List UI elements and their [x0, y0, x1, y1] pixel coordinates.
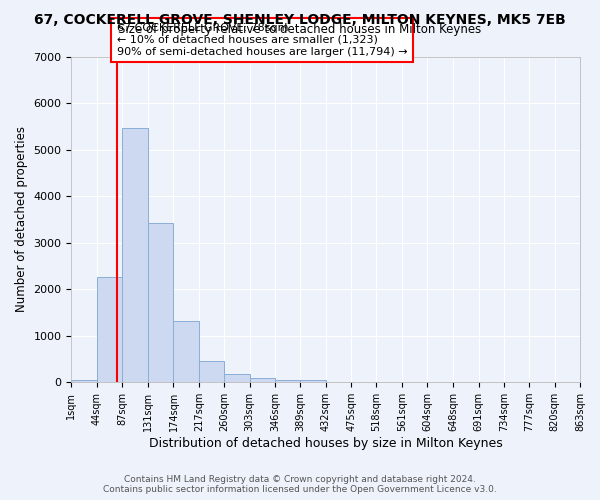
Bar — [275, 380, 301, 382]
Bar — [224, 374, 250, 382]
Bar — [97, 276, 122, 382]
Y-axis label: Number of detached properties: Number of detached properties — [15, 126, 28, 312]
X-axis label: Distribution of detached houses by size in Milton Keynes: Distribution of detached houses by size … — [149, 437, 503, 450]
Bar — [71, 380, 97, 382]
Bar — [250, 378, 275, 382]
Bar — [122, 128, 148, 382]
Text: Size of property relative to detached houses in Milton Keynes: Size of property relative to detached ho… — [118, 22, 482, 36]
Text: 67, COCKERELL GROVE, SHENLEY LODGE, MILTON KEYNES, MK5 7EB: 67, COCKERELL GROVE, SHENLEY LODGE, MILT… — [34, 12, 566, 26]
Text: Contains HM Land Registry data © Crown copyright and database right 2024.
Contai: Contains HM Land Registry data © Crown c… — [103, 474, 497, 494]
Bar — [301, 380, 326, 382]
Bar — [148, 223, 173, 382]
Bar — [199, 362, 224, 382]
Bar — [173, 322, 199, 382]
Text: 67 COCKERELL GROVE: 78sqm
← 10% of detached houses are smaller (1,323)
90% of se: 67 COCKERELL GROVE: 78sqm ← 10% of detac… — [117, 24, 407, 56]
